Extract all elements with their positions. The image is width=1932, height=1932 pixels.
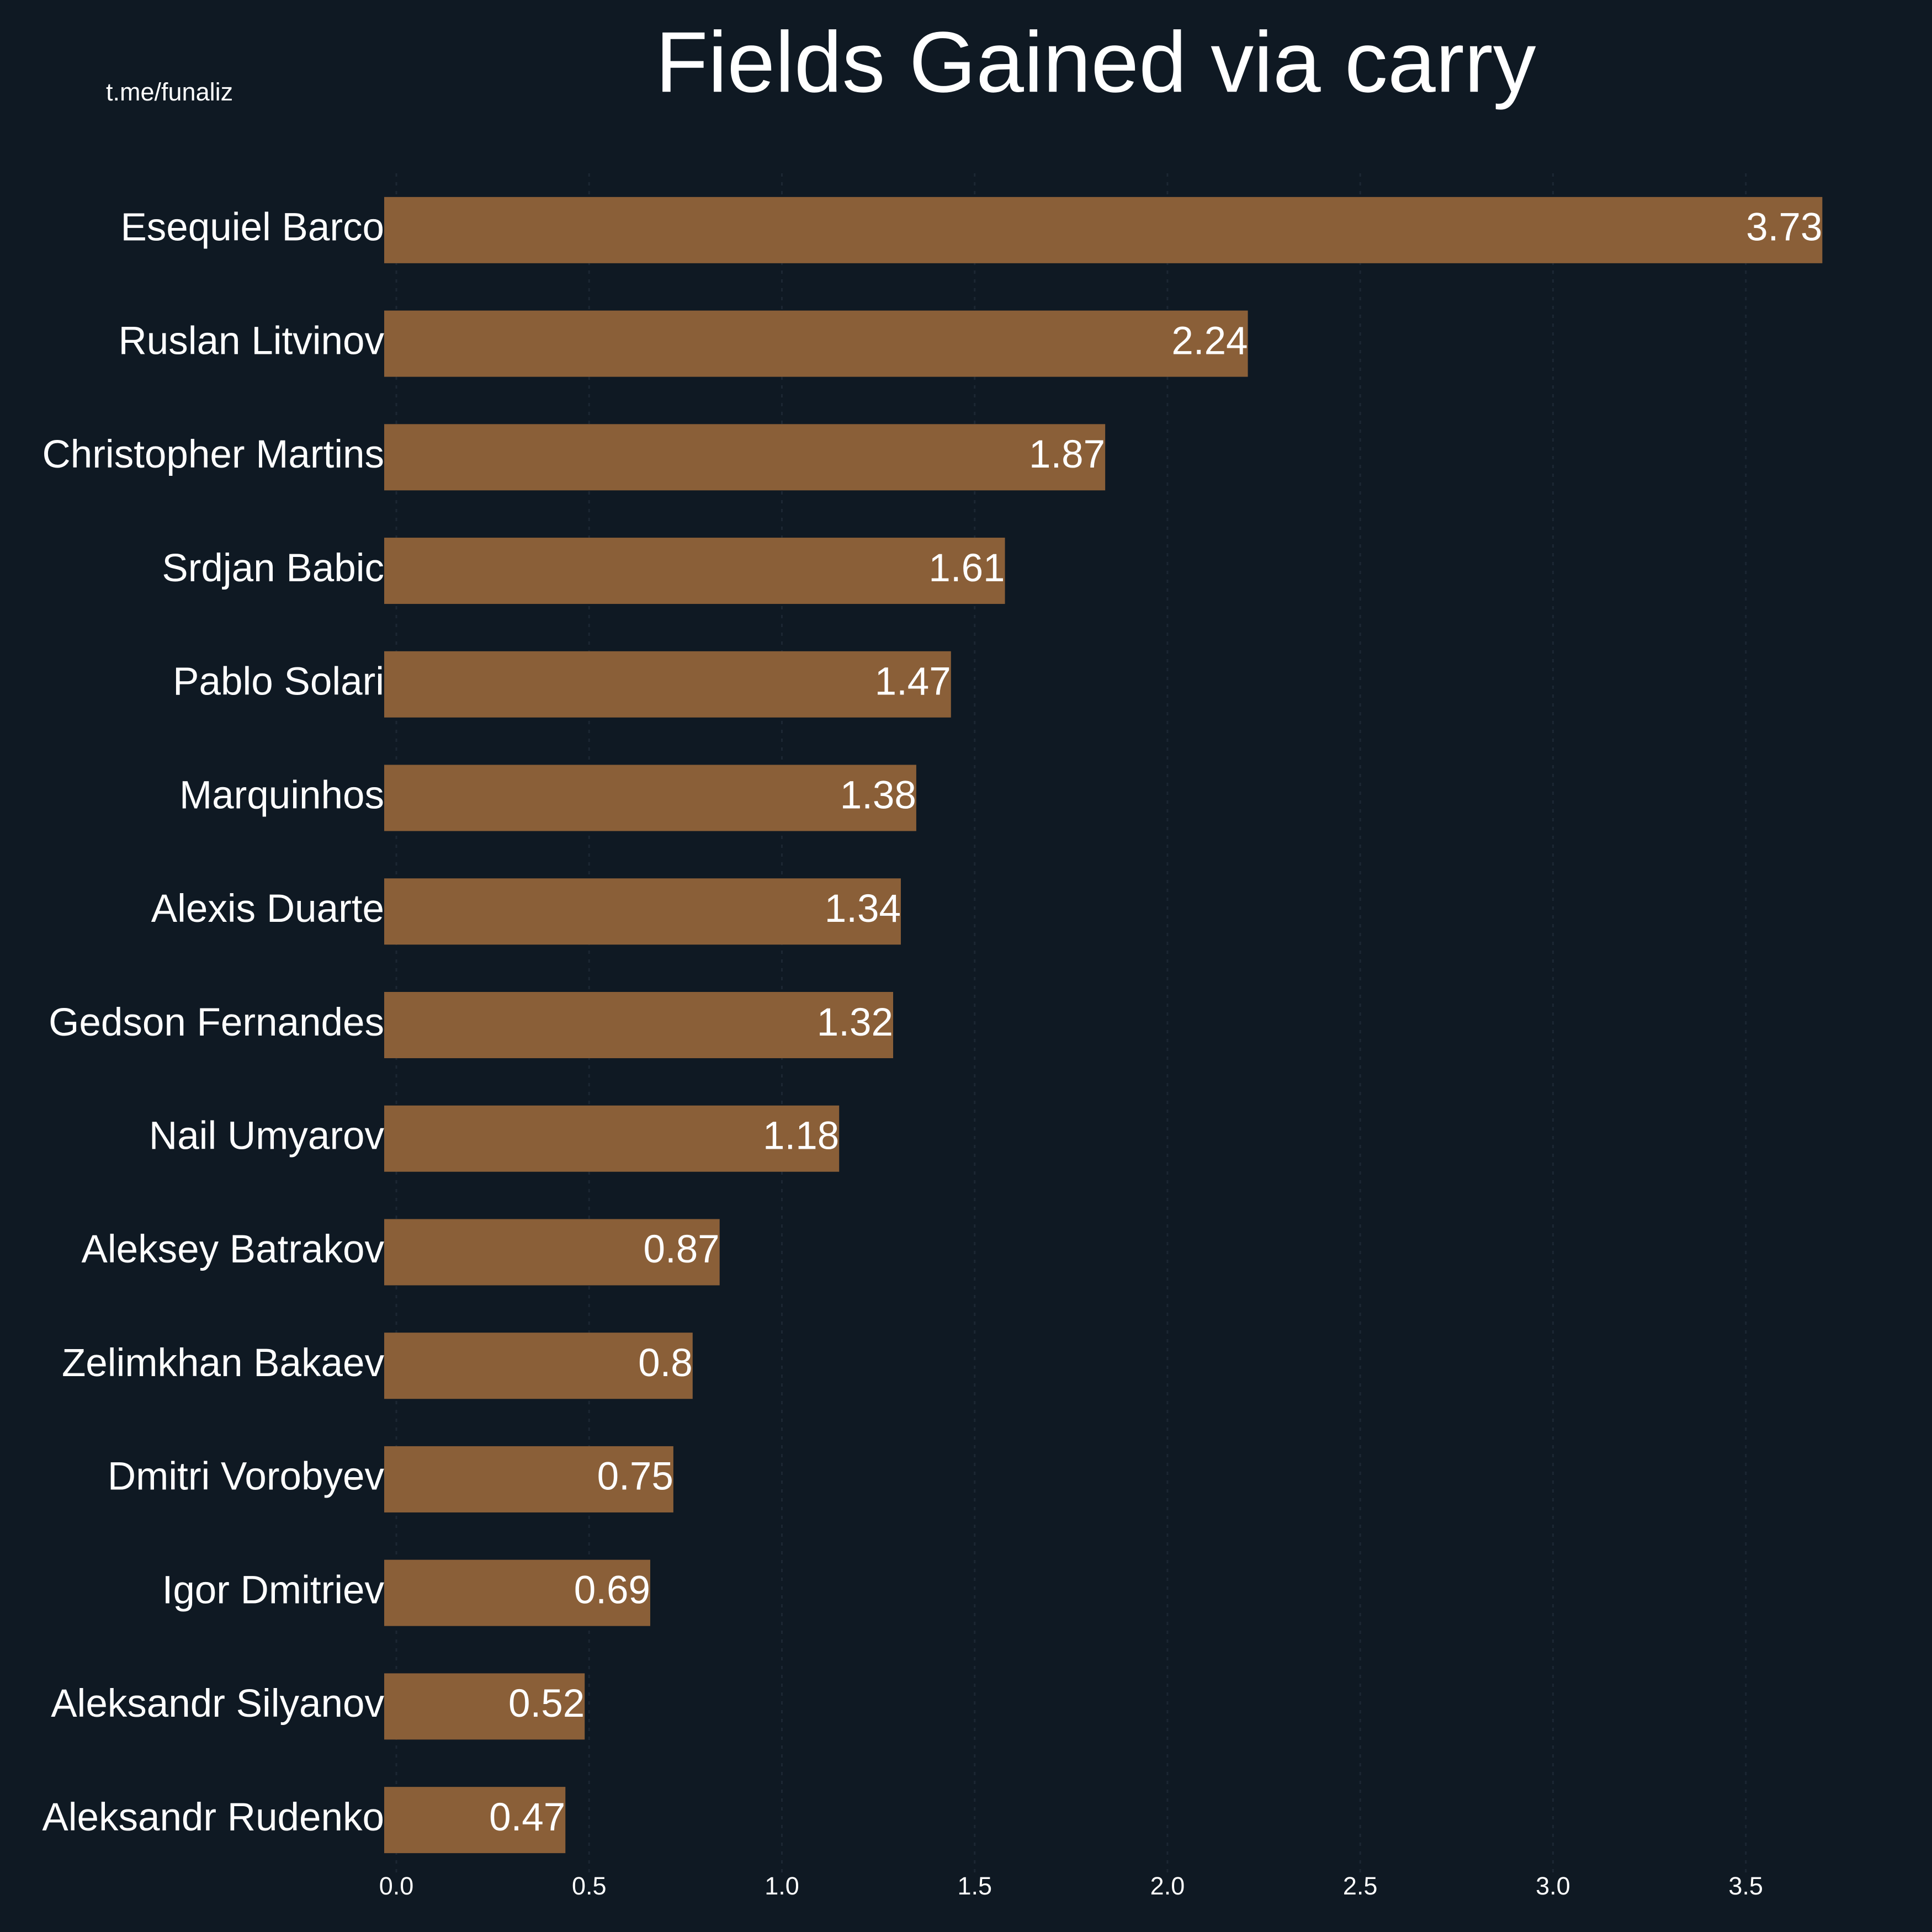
value-label: 0.47 — [489, 1796, 565, 1839]
y-tick-label: Christopher Martins — [43, 433, 384, 476]
value-label: 1.38 — [840, 773, 916, 817]
y-tick-label: Alexis Duarte — [151, 887, 384, 931]
value-label: 1.47 — [875, 660, 951, 704]
bar — [384, 424, 1106, 491]
x-tick-label: 0.0 — [379, 1872, 414, 1900]
watermark: t.me/funaliz — [106, 78, 233, 106]
y-tick-label: Nail Umyarov — [149, 1114, 385, 1158]
bar — [384, 878, 901, 945]
x-tick-label: 1.0 — [765, 1872, 799, 1900]
y-tick-label: Aleksandr Silyanov — [51, 1682, 384, 1726]
y-tick-label: Gedson Fernandes — [49, 1001, 384, 1044]
x-tick-label: 1.5 — [957, 1872, 992, 1900]
y-tick-label: Ruslan Litvinov — [119, 319, 385, 363]
x-tick-label: 2.5 — [1343, 1872, 1378, 1900]
bar — [384, 1446, 673, 1512]
x-tick-label: 3.5 — [1728, 1872, 1763, 1900]
x-tick-label: 3.0 — [1536, 1872, 1570, 1900]
value-label: 0.69 — [574, 1568, 650, 1612]
bar — [384, 1333, 693, 1399]
value-label: 1.61 — [928, 546, 1005, 590]
bar — [384, 1787, 566, 1854]
y-tick-label: Aleksandr Rudenko — [42, 1796, 384, 1839]
value-label: 0.87 — [643, 1228, 719, 1271]
y-tick-label: Srdjan Babic — [162, 546, 384, 590]
bar — [384, 1219, 720, 1286]
y-tick-label: Esequiel Barco — [120, 206, 384, 250]
value-label: 1.34 — [825, 887, 901, 931]
bar — [384, 1673, 585, 1740]
y-tick-label: Aleksey Batrakov — [81, 1228, 384, 1271]
bar — [384, 1559, 650, 1626]
value-label: 1.18 — [763, 1114, 839, 1158]
chart-title: Fields Gained via carry — [655, 14, 1536, 110]
bar — [384, 1105, 840, 1172]
y-tick-label: Zelimkhan Bakaev — [62, 1341, 385, 1385]
bar — [384, 765, 916, 831]
bar — [384, 992, 893, 1058]
x-tick-label: 2.0 — [1150, 1872, 1185, 1900]
value-label: 0.75 — [597, 1455, 673, 1499]
y-tick-label: Igor Dmitriev — [162, 1568, 385, 1612]
y-tick-label: Pablo Solari — [173, 660, 384, 704]
bar — [384, 310, 1248, 377]
value-label: 1.87 — [1029, 433, 1105, 476]
value-label: 3.73 — [1746, 206, 1822, 250]
bar — [384, 651, 951, 718]
bar — [384, 538, 1005, 604]
y-tick-label: Dmitri Vorobyev — [108, 1455, 385, 1499]
y-tick-label: Marquinhos — [179, 773, 384, 817]
value-label: 1.32 — [817, 1001, 893, 1044]
value-label: 0.8 — [638, 1341, 693, 1385]
value-label: 2.24 — [1171, 319, 1248, 363]
bar — [384, 197, 1823, 263]
x-tick-label: 0.5 — [572, 1872, 607, 1900]
value-label: 0.52 — [508, 1682, 585, 1726]
